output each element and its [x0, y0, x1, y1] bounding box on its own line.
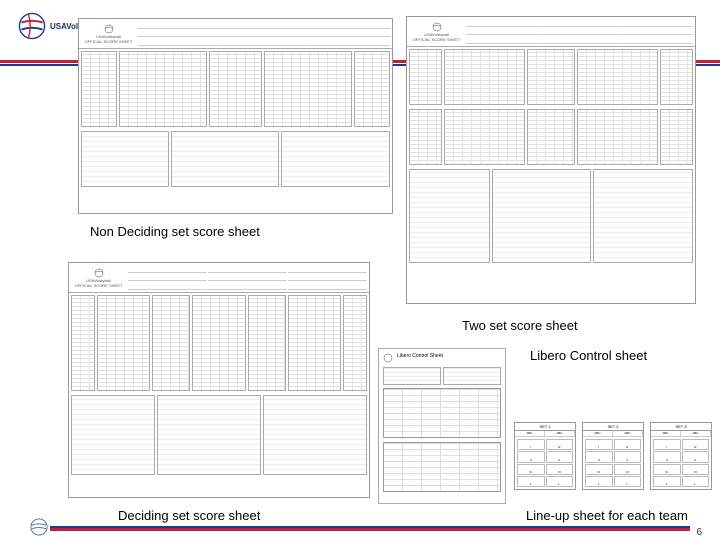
lineup-card-set3: SET 3 ABCABC I IV II V III VI L L [650, 422, 712, 490]
sheet-header-fields [128, 265, 367, 290]
score-grid [69, 293, 369, 393]
page-number: 6 [696, 527, 702, 538]
score-grid-set2 [407, 107, 695, 167]
lineup-card-set1: SET 1 ABCABC I IV II V III VI L L [514, 422, 576, 490]
footer-red-stripe [50, 528, 690, 531]
lower-info-section [407, 167, 695, 265]
caption-libero: Libero Control sheet [530, 348, 647, 363]
sheet-logo: USAVolleyball OFFICIAL SCORE SHEET [81, 21, 136, 46]
caption-non-deciding: Non Deciding set score sheet [90, 224, 260, 239]
lineup-sheets: SET 1 ABCABC I IV II V III VI L L SET 2 … [514, 422, 712, 490]
non-deciding-score-sheet: USAVolleyball OFFICIAL SCORE SHEET [78, 18, 393, 214]
score-grid [79, 49, 392, 129]
sheet-logo: USAVolleyball OFFICIAL SCORE SHEET [409, 19, 464, 44]
sheet-logo: USAVolleyball OFFICIAL SCORE SHEET [71, 265, 126, 290]
caption-two-set: Two set score sheet [462, 318, 578, 333]
caption-lineup: Line-up sheet for each team [526, 508, 688, 523]
lower-info-section [79, 129, 392, 189]
caption-deciding: Deciding set score sheet [118, 508, 260, 523]
sheet-header-fields [466, 19, 693, 44]
lower-info-section [69, 393, 369, 477]
sheet-header-fields [138, 21, 390, 46]
score-grid-set1 [407, 47, 695, 107]
lineup-card-set2: SET 2 ABCABC I IV II V III VI L L [582, 422, 644, 490]
footer-volleyball-icon [30, 518, 48, 536]
libero-table-1 [383, 388, 501, 438]
two-set-score-sheet: USAVolleyball OFFICIAL SCORE SHEET [406, 16, 696, 304]
libero-table-2 [383, 442, 501, 492]
deciding-score-sheet: USAVolleyball OFFICIAL SCORE SHEET [68, 262, 370, 498]
libero-control-sheet: Libero Control Sheet [378, 348, 506, 504]
libero-header: Libero Control Sheet [383, 353, 501, 367]
volleyball-icon [18, 12, 46, 40]
